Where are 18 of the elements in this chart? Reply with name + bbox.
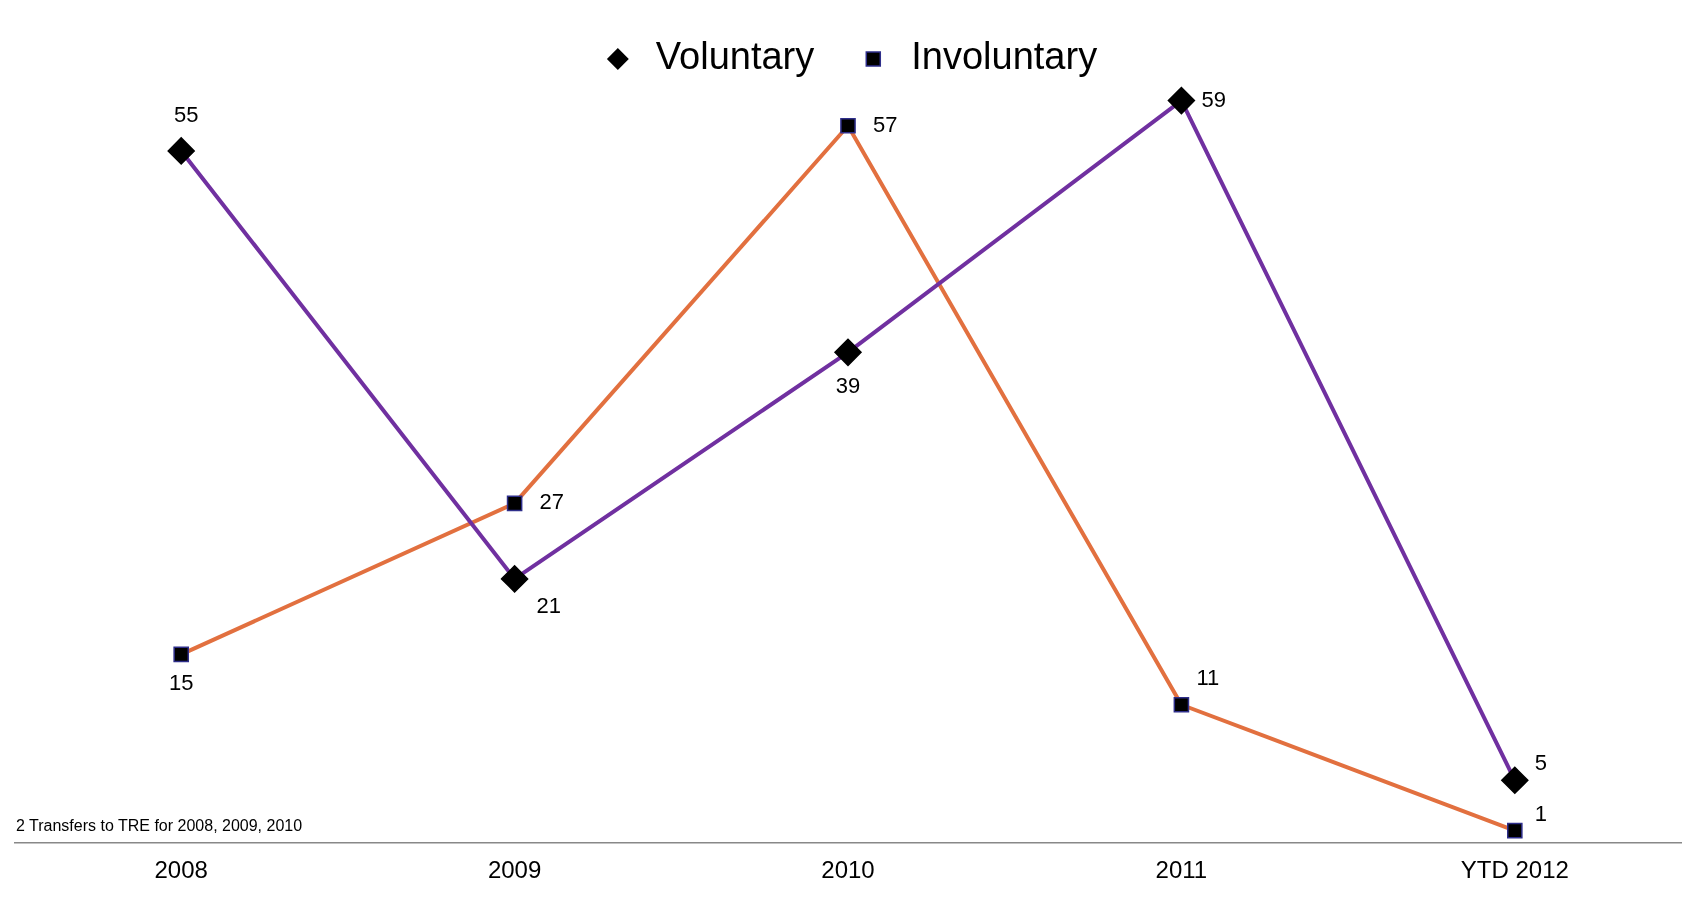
data-label: 5 [1534,750,1548,776]
x-tick-label: 2011 [1155,856,1208,884]
legend-label: Involuntary [911,35,1098,78]
annotation: 2 Transfers to TRE for 2008, 2009, 2010 [16,817,303,836]
data-label: 39 [835,373,861,399]
data-label: 11 [1196,664,1220,690]
data-label: 57 [873,111,898,137]
data-label: 15 [168,670,194,696]
x-tick-label: YTD 2012 [1460,856,1569,884]
data-label: 1 [1534,800,1548,826]
data-label: 27 [539,489,565,515]
data-label: 59 [1201,86,1226,112]
x-tick-label: 2008 [154,856,208,884]
x-tick-label: 2010 [821,856,875,884]
x-tick-label: 2009 [487,856,542,884]
data-label: 21 [536,592,562,618]
legend-label: Voluntary [655,35,815,78]
data-label: 55 [173,102,199,127]
